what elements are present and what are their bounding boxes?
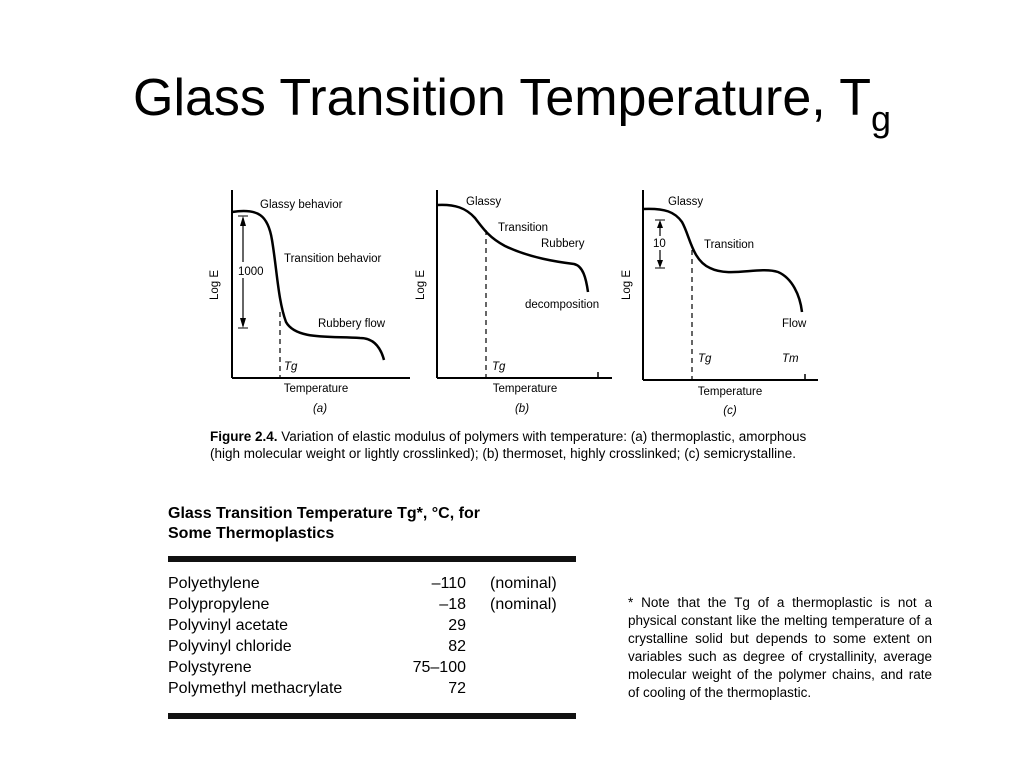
panel-b-xlabel: Temperature bbox=[493, 383, 558, 395]
table-title-line2: Some Thermoplastics bbox=[168, 525, 335, 542]
table-row-value: 72 bbox=[448, 680, 466, 697]
panel-c-modulus-curve bbox=[642, 207, 804, 313]
panel-c-glassy-label: Glassy bbox=[668, 196, 703, 208]
table-title: Glass Transition Temperature Tg*, °C, fo… bbox=[168, 504, 480, 544]
panel-b-ylabel: Log E bbox=[415, 270, 427, 300]
panel-c-panel-label: (c) bbox=[723, 405, 737, 417]
panel-a-transition-label: Transition behavior bbox=[284, 253, 382, 265]
panel-c: Log E Glassy 10 Transition Flow Tg Tm Te… bbox=[621, 190, 818, 417]
panel-a-modulus-curve bbox=[231, 209, 386, 361]
figure-caption-label: Figure 2.4. bbox=[210, 429, 278, 444]
table-footnote: * Note that the Tg of a thermoplastic is… bbox=[628, 595, 932, 700]
table-row-name: Polypropylene bbox=[168, 596, 270, 613]
table-row-name: Polyvinyl acetate bbox=[168, 617, 289, 634]
panel-b-decomposition-label: decomposition bbox=[525, 299, 599, 311]
table-row-name: Polystyrene bbox=[168, 659, 252, 676]
modulus-temperature-figure: Log E Glassy behavior Transition behavio… bbox=[209, 190, 818, 417]
table-row: Polypropylene –18 (nominal) bbox=[168, 596, 576, 617]
panel-b-glassy-label: Glassy bbox=[466, 196, 501, 208]
table-row-value: 29 bbox=[448, 617, 466, 634]
panel-c-range-value: 10 bbox=[653, 238, 666, 250]
panel-a-panel-label: (a) bbox=[313, 403, 327, 415]
table-row: Polyethylene –110 (nominal) bbox=[168, 575, 576, 596]
table-row-note: (nominal) bbox=[490, 575, 557, 592]
table-row-name: Polyethylene bbox=[168, 575, 260, 592]
panel-b-panel-label: (b) bbox=[515, 403, 529, 415]
slide-title-subscript: g bbox=[870, 98, 891, 139]
slide-title-main: Glass Transition Temperature, T bbox=[133, 69, 871, 127]
panel-c-flow-label: Flow bbox=[782, 318, 807, 330]
panel-b-modulus-curve bbox=[436, 203, 590, 293]
table-row-name: Polymethyl methacrylate bbox=[168, 680, 343, 697]
table-row-name: Polyvinyl chloride bbox=[168, 638, 292, 655]
panel-c-transition-label: Transition bbox=[704, 239, 754, 251]
slide-title: Glass Transition Temperature, Tg bbox=[0, 72, 1024, 137]
panel-a-range-value: 1000 bbox=[238, 266, 264, 278]
figure-caption: Figure 2.4. Variation of elastic modulus… bbox=[210, 428, 840, 462]
table-row-value: 82 bbox=[448, 638, 466, 655]
panel-c-tm-label: Tm bbox=[782, 353, 799, 365]
panel-c-ylabel: Log E bbox=[621, 270, 633, 300]
panel-b-transition-label: Transition bbox=[498, 222, 548, 234]
panel-b-rubbery-label: Rubbery bbox=[541, 238, 585, 250]
table-row: Polyvinyl acetate 29 bbox=[168, 617, 576, 638]
panel-a-xlabel: Temperature bbox=[284, 383, 349, 395]
table-title-line1: Glass Transition Temperature Tg*, °C, fo… bbox=[168, 505, 480, 522]
table-top-rule bbox=[168, 556, 576, 562]
table-row: Polystyrene 75–100 bbox=[168, 659, 576, 680]
panel-b: Log E Glassy Transition Rubbery decompos… bbox=[415, 190, 612, 415]
panel-a-glassy-label: Glassy behavior bbox=[260, 199, 343, 211]
table-row-value: –110 bbox=[431, 575, 466, 592]
panel-a-rubbery-label: Rubbery flow bbox=[318, 318, 386, 330]
table-row-value: –18 bbox=[439, 596, 466, 613]
table-row-value: 75–100 bbox=[412, 659, 466, 676]
table-row-note: (nominal) bbox=[490, 596, 557, 613]
figure-caption-text: Variation of elastic modulus of polymers… bbox=[210, 429, 807, 461]
panel-a-tg-label: Tg bbox=[284, 361, 298, 373]
panel-b-tg-label: Tg bbox=[492, 361, 506, 373]
table-row: Polyvinyl chloride 82 bbox=[168, 638, 576, 659]
panel-a-ylabel: Log E bbox=[209, 270, 221, 300]
panel-c-tg-label: Tg bbox=[698, 353, 712, 365]
panel-c-xlabel: Temperature bbox=[698, 386, 763, 398]
panel-a: Log E Glassy behavior Transition behavio… bbox=[209, 190, 410, 415]
table-row: Polymethyl methacrylate 72 bbox=[168, 680, 576, 701]
table-bottom-rule bbox=[168, 713, 576, 719]
